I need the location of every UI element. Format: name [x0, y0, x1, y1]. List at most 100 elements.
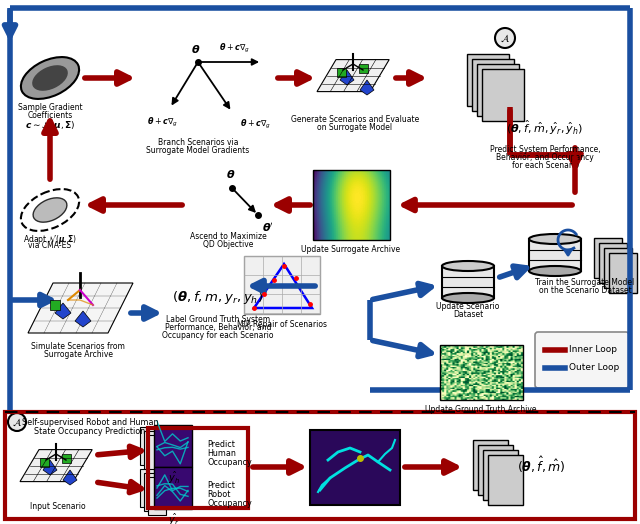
- Bar: [604, 248, 632, 288]
- Text: Update Ground Truth Archive: Update Ground Truth Archive: [425, 405, 537, 414]
- Text: Occupancy: Occupancy: [207, 458, 252, 467]
- Text: Label Ground Truth System: Label Ground Truth System: [166, 315, 270, 324]
- Bar: [442, 266, 494, 298]
- Text: Surrogate Model Gradients: Surrogate Model Gradients: [147, 146, 250, 155]
- Ellipse shape: [442, 293, 494, 303]
- Text: Self-supervised Robot and Human: Self-supervised Robot and Human: [22, 418, 158, 427]
- Text: QD Objective: QD Objective: [203, 240, 253, 249]
- Text: $\boldsymbol{c} \sim \mathcal{N}(\boldsymbol{\mu}, \boldsymbol{\Sigma})$: $\boldsymbol{c} \sim \mathcal{N}(\boldsy…: [25, 119, 76, 132]
- Ellipse shape: [32, 65, 68, 91]
- Text: Input Scenario: Input Scenario: [30, 502, 86, 511]
- Ellipse shape: [21, 57, 79, 99]
- Bar: [40, 458, 49, 467]
- Polygon shape: [43, 460, 57, 475]
- Text: Human: Human: [207, 449, 236, 458]
- Text: MIP Repair of Scenarios: MIP Repair of Scenarios: [237, 320, 327, 329]
- Polygon shape: [55, 303, 71, 319]
- Bar: [477, 64, 519, 116]
- Text: on Surrogate Model: on Surrogate Model: [317, 123, 392, 132]
- Text: Inner Loop: Inner Loop: [569, 345, 617, 355]
- Bar: [244, 256, 320, 314]
- Ellipse shape: [529, 234, 581, 244]
- Text: Ascend to Maximize: Ascend to Maximize: [189, 232, 266, 241]
- Polygon shape: [28, 283, 133, 333]
- Text: $\boldsymbol{\theta} + \boldsymbol{c}\nabla_g$: $\boldsymbol{\theta} + \boldsymbol{c}\na…: [219, 42, 250, 55]
- Text: $\hat{y_h}$: $\hat{y_h}$: [168, 470, 180, 486]
- Text: $(\boldsymbol{\theta}, \hat{f}, \hat{m}, \hat{y}_r, \hat{y}_h)$: $(\boldsymbol{\theta}, \hat{f}, \hat{m},…: [506, 119, 584, 137]
- Text: Predict: Predict: [207, 440, 235, 449]
- Ellipse shape: [442, 261, 494, 271]
- Text: Occupancy: Occupancy: [207, 499, 252, 508]
- Text: Sample Gradient: Sample Gradient: [18, 103, 83, 112]
- Bar: [337, 68, 346, 77]
- Text: Performance, Behavior, and: Performance, Behavior, and: [164, 323, 271, 332]
- Text: State Occupancy Prediction: State Occupancy Prediction: [35, 427, 146, 436]
- Polygon shape: [317, 60, 389, 92]
- Text: $\boldsymbol{\theta} + \boldsymbol{c}\nabla_g$: $\boldsymbol{\theta} + \boldsymbol{c}\na…: [240, 118, 271, 131]
- Text: via CMA-ES: via CMA-ES: [28, 241, 72, 250]
- Text: Surrogate Archive: Surrogate Archive: [44, 350, 113, 359]
- Bar: [62, 454, 71, 463]
- Bar: [140, 469, 158, 507]
- Text: Occupancy for each Scenario: Occupancy for each Scenario: [163, 331, 274, 340]
- Ellipse shape: [33, 198, 67, 222]
- Text: $(\boldsymbol{\theta}, \hat{f}, \hat{m})$: $(\boldsymbol{\theta}, \hat{f}, \hat{m})…: [517, 455, 566, 475]
- Text: on the Scenario Dataset: on the Scenario Dataset: [539, 286, 632, 295]
- Polygon shape: [75, 311, 91, 327]
- Text: for each Scenario: for each Scenario: [511, 161, 579, 170]
- Text: Coefficients: Coefficients: [28, 111, 72, 120]
- Bar: [313, 170, 390, 240]
- Text: $\boldsymbol{\theta}$: $\boldsymbol{\theta}$: [227, 168, 236, 180]
- Bar: [50, 300, 60, 310]
- Text: $\mathcal{A}$: $\mathcal{A}$: [500, 32, 510, 43]
- Polygon shape: [360, 80, 374, 95]
- Text: Update Surrogate Archive: Update Surrogate Archive: [301, 245, 401, 254]
- Bar: [140, 427, 158, 465]
- Bar: [472, 440, 508, 490]
- Bar: [148, 477, 166, 515]
- Bar: [440, 345, 523, 400]
- Circle shape: [8, 413, 26, 431]
- Bar: [144, 431, 162, 469]
- Bar: [148, 428, 248, 508]
- Bar: [144, 473, 162, 511]
- Text: Predict System Performance,: Predict System Performance,: [490, 145, 600, 154]
- Bar: [154, 467, 192, 509]
- Text: Adapt $\mathcal{N}(\boldsymbol{\mu}, \boldsymbol{\Sigma})$: Adapt $\mathcal{N}(\boldsymbol{\mu}, \bo…: [23, 233, 77, 246]
- Text: Behavior, and Occupancy: Behavior, and Occupancy: [496, 153, 594, 162]
- Text: Train the Surrogate Model: Train the Surrogate Model: [536, 278, 635, 287]
- Text: Simulate Scenarios from: Simulate Scenarios from: [31, 342, 125, 351]
- Bar: [310, 430, 400, 505]
- Text: $\hat{y_r}$: $\hat{y_r}$: [168, 512, 180, 524]
- Text: $\boldsymbol{\theta}'$: $\boldsymbol{\theta}'$: [262, 221, 274, 234]
- Text: $\mathcal{A}$: $\mathcal{A}$: [12, 417, 22, 428]
- Text: $(\boldsymbol{\theta}, f, m, y_r, y_h)$: $(\boldsymbol{\theta}, f, m, y_r, y_h)$: [172, 289, 264, 307]
- Bar: [609, 253, 637, 293]
- Bar: [483, 450, 518, 500]
- Bar: [482, 69, 524, 121]
- Text: Branch Scenarios via: Branch Scenarios via: [157, 138, 238, 147]
- Polygon shape: [340, 70, 354, 85]
- Bar: [359, 64, 368, 73]
- Bar: [472, 59, 514, 111]
- Text: Outer Loop: Outer Loop: [569, 364, 620, 373]
- Text: Generate Scenarios and Evaluate: Generate Scenarios and Evaluate: [291, 115, 419, 124]
- Bar: [599, 243, 627, 283]
- Ellipse shape: [529, 266, 581, 276]
- Text: Update Scenario: Update Scenario: [436, 302, 500, 311]
- Text: Dataset: Dataset: [453, 310, 483, 319]
- Bar: [148, 435, 166, 473]
- Bar: [529, 239, 581, 271]
- Bar: [154, 425, 192, 467]
- Bar: [5, 412, 635, 519]
- Polygon shape: [63, 470, 77, 485]
- Bar: [594, 238, 622, 278]
- Polygon shape: [20, 450, 92, 482]
- Bar: [467, 54, 509, 106]
- Bar: [477, 445, 513, 495]
- Text: Predict: Predict: [207, 481, 235, 490]
- Text: $\boldsymbol{\theta} + \boldsymbol{c}\nabla_g$: $\boldsymbol{\theta} + \boldsymbol{c}\na…: [147, 116, 177, 129]
- Text: Robot: Robot: [207, 490, 230, 499]
- Bar: [488, 455, 522, 505]
- FancyBboxPatch shape: [535, 332, 629, 388]
